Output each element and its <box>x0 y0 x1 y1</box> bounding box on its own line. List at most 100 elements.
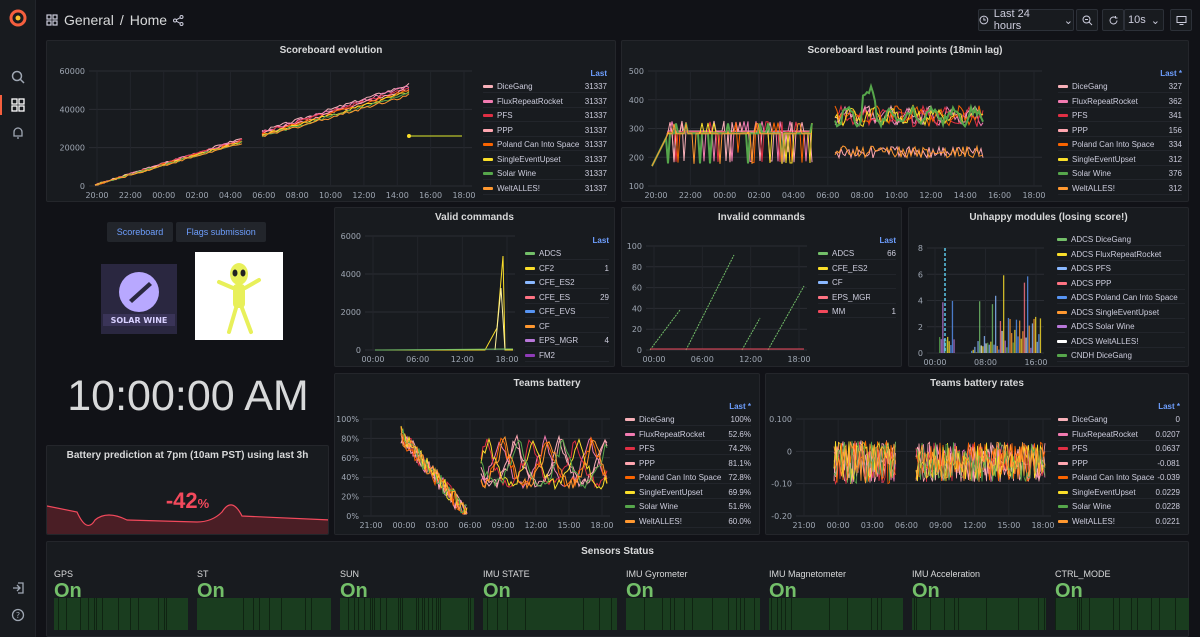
legend-item[interactable]: SingleEventUpset 31337 <box>483 154 607 166</box>
bar <box>1023 282 1026 353</box>
legend-item[interactable]: FM2 <box>525 350 609 362</box>
legend-item[interactable]: EPS_MGR 4 <box>525 335 609 347</box>
tv-mode-button[interactable] <box>1170 9 1192 31</box>
legend-header: Last <box>590 69 607 78</box>
valid-commands-chart[interactable]: 0 2000 4000 6000 00:00 06:00 12:00 18:00 <box>335 208 520 367</box>
unhappy-modules-chart[interactable]: 0 2 4 6 8 00:00 08:00 16:00 <box>909 208 1049 367</box>
legend-item[interactable]: Poland Can Into Space 334 <box>1058 139 1182 151</box>
legend-series-name: Poland Can Into Space <box>639 473 722 482</box>
legend-item[interactable]: DiceGang 31337 <box>483 81 607 93</box>
legend-item[interactable]: PFS 31337 <box>483 110 607 122</box>
series-line <box>374 348 514 351</box>
breadcrumb-folder[interactable]: General <box>64 12 114 28</box>
legend-item[interactable]: FluxRepeatRocket 0.0207 <box>1058 429 1180 441</box>
legend-item[interactable]: CF <box>818 277 896 289</box>
legend-item[interactable]: ADCS PFS <box>1057 263 1185 275</box>
legend-item[interactable]: CF <box>525 321 609 333</box>
legend-item[interactable]: ADCS WeltALLES! <box>1057 336 1185 348</box>
legend-item[interactable]: ADCS 66 <box>818 248 896 260</box>
teams-battery-chart[interactable]: 0% 20% 40% 60% 80% 100% 21:00 00:00 03:00 06:00 09… <box>335 374 615 535</box>
legend-item[interactable]: Poland Can Into Space 31337 <box>483 139 607 151</box>
legend-series-name: CFE_ES <box>539 292 571 302</box>
breadcrumb-page[interactable]: Home <box>129 12 168 28</box>
legend-item[interactable]: PFS 0.0637 <box>1058 443 1180 455</box>
legend-item[interactable]: Solar Wine 51.6% <box>625 501 751 513</box>
scoreboard-link[interactable]: Scoreboard <box>107 222 173 242</box>
legend-item[interactable]: DiceGang 100% <box>625 414 751 426</box>
scoreboard-last-round-chart[interactable]: 100 200 300 400 500 20:00 22:00 00:00 02:00 04:00… <box>622 41 1047 202</box>
legend-value: 312 <box>1168 154 1182 164</box>
legend-item[interactable]: PFS 341 <box>1058 110 1182 122</box>
help-icon[interactable]: ? <box>8 605 28 625</box>
legend-item[interactable]: ADCS FluxRepeatRocket <box>1057 249 1185 261</box>
bar <box>1028 325 1030 353</box>
state-gap <box>400 598 401 630</box>
refresh-interval-picker[interactable]: 10s ⌄ <box>1124 9 1164 31</box>
legend-item[interactable]: FluxRepeatRocket 362 <box>1058 96 1182 108</box>
legend-item[interactable]: Solar Wine 31337 <box>483 168 607 180</box>
alerting-bell-icon[interactable] <box>8 123 28 143</box>
legend-item[interactable]: PFS 74.2% <box>625 443 751 455</box>
legend-item[interactable]: CF2 1 <box>525 263 609 275</box>
legend-item[interactable]: SingleEventUpset 69.9% <box>625 487 751 499</box>
legend-swatch <box>1057 339 1067 343</box>
state-gap <box>1038 598 1039 630</box>
legend-item[interactable]: Poland Can Into Space -0.039 <box>1058 472 1180 484</box>
legend-item[interactable]: FluxRepeatRocket 52.6% <box>625 429 751 441</box>
time-range-picker[interactable]: Last 24 hours ⌄ <box>978 8 1074 32</box>
sensor-label: ST <box>197 569 209 579</box>
share-icon[interactable] <box>173 14 184 26</box>
legend-item[interactable]: WeltALLES! 0.0221 <box>1058 516 1180 528</box>
legend-item[interactable]: Solar Wine 376 <box>1058 168 1182 180</box>
bar <box>972 349 974 353</box>
legend-item[interactable]: EPS_MGR <box>818 292 896 304</box>
legend-item[interactable]: ADCS <box>525 248 609 260</box>
sensor-state-timeline <box>483 598 617 630</box>
legend-item[interactable]: WeltALLES! 60.0% <box>625 516 751 528</box>
legend-item[interactable]: PPP 31337 <box>483 125 607 137</box>
teams-battery-rates-chart[interactable]: -0.20 -0.10 0 0.100 21:00 00:00 03:00 06:00 09:0… <box>766 374 1056 535</box>
legend-item[interactable]: CFE_EVS <box>525 306 609 318</box>
legend-item[interactable]: CFE_ES2 <box>525 277 609 289</box>
legend-item[interactable]: Solar Wine 0.0228 <box>1058 501 1180 513</box>
legend-item[interactable]: PPP 156 <box>1058 125 1182 137</box>
legend-item[interactable]: FluxRepeatRocket 31337 <box>483 96 607 108</box>
legend-item[interactable]: ADCS Solar Wine <box>1057 321 1185 333</box>
legend-item[interactable]: SingleEventUpset 0.0229 <box>1058 487 1180 499</box>
legend-item[interactable]: CNDH DiceGang <box>1057 350 1185 362</box>
legend-item[interactable]: PPP 81.1% <box>625 458 751 470</box>
legend-series-name: CFE_EVS <box>539 307 576 316</box>
search-icon[interactable] <box>8 67 28 87</box>
zoom-out-button[interactable] <box>1076 9 1098 31</box>
legend-item[interactable]: ADCS DiceGang <box>1057 234 1185 246</box>
legend-item[interactable]: MM 1 <box>818 306 896 318</box>
scoreboard-evolution-chart[interactable]: 0 20000 40000 60000 20:00 22:00 00:00 02:00 04:0… <box>47 41 477 202</box>
legend-item[interactable]: Poland Can Into Space 72.8% <box>625 472 751 484</box>
legend-item[interactable]: CFE_ES2 <box>818 263 896 275</box>
legend-item[interactable]: ADCS PPP <box>1057 278 1185 290</box>
legend-item[interactable]: WeltALLES! 31337 <box>483 183 607 195</box>
refresh-button[interactable] <box>1102 9 1124 31</box>
legend-series-name: ADCS <box>539 249 562 258</box>
legend-swatch <box>483 172 493 175</box>
panel-title: Invalid commands <box>717 212 806 223</box>
series-line <box>375 255 513 351</box>
legend-item[interactable]: DiceGang 0 <box>1058 414 1180 426</box>
legend-item[interactable]: ADCS SingleEventUpset <box>1057 307 1185 319</box>
legend-item[interactable]: SingleEventUpset 312 <box>1058 154 1182 166</box>
state-gap <box>728 598 729 630</box>
legend-value: 74.2% <box>728 444 751 453</box>
invalid-commands-chart[interactable]: 0 20 40 60 80 100 00:00 06:00 12:00 18:00 <box>622 208 812 367</box>
legend-item[interactable]: PPP -0.081 <box>1058 458 1180 470</box>
legend-item[interactable]: CFE_ES 29 <box>525 292 609 304</box>
legend-item[interactable]: WeltALLES! 312 <box>1058 183 1182 195</box>
legend-series-name: ADCS PPP <box>1071 278 1112 288</box>
sign-in-icon[interactable] <box>8 578 28 598</box>
dashboards-icon[interactable] <box>8 95 28 115</box>
x-tick-label: 06:00 <box>252 191 275 200</box>
legend-item[interactable]: ADCS Poland Can Into Space <box>1057 292 1185 304</box>
flags-submission-link[interactable]: Flags submission <box>176 222 266 242</box>
legend-series-name: FluxRepeatRocket <box>1072 96 1138 106</box>
grafana-logo-icon[interactable] <box>8 8 28 28</box>
legend-item[interactable]: DiceGang 327 <box>1058 81 1182 93</box>
